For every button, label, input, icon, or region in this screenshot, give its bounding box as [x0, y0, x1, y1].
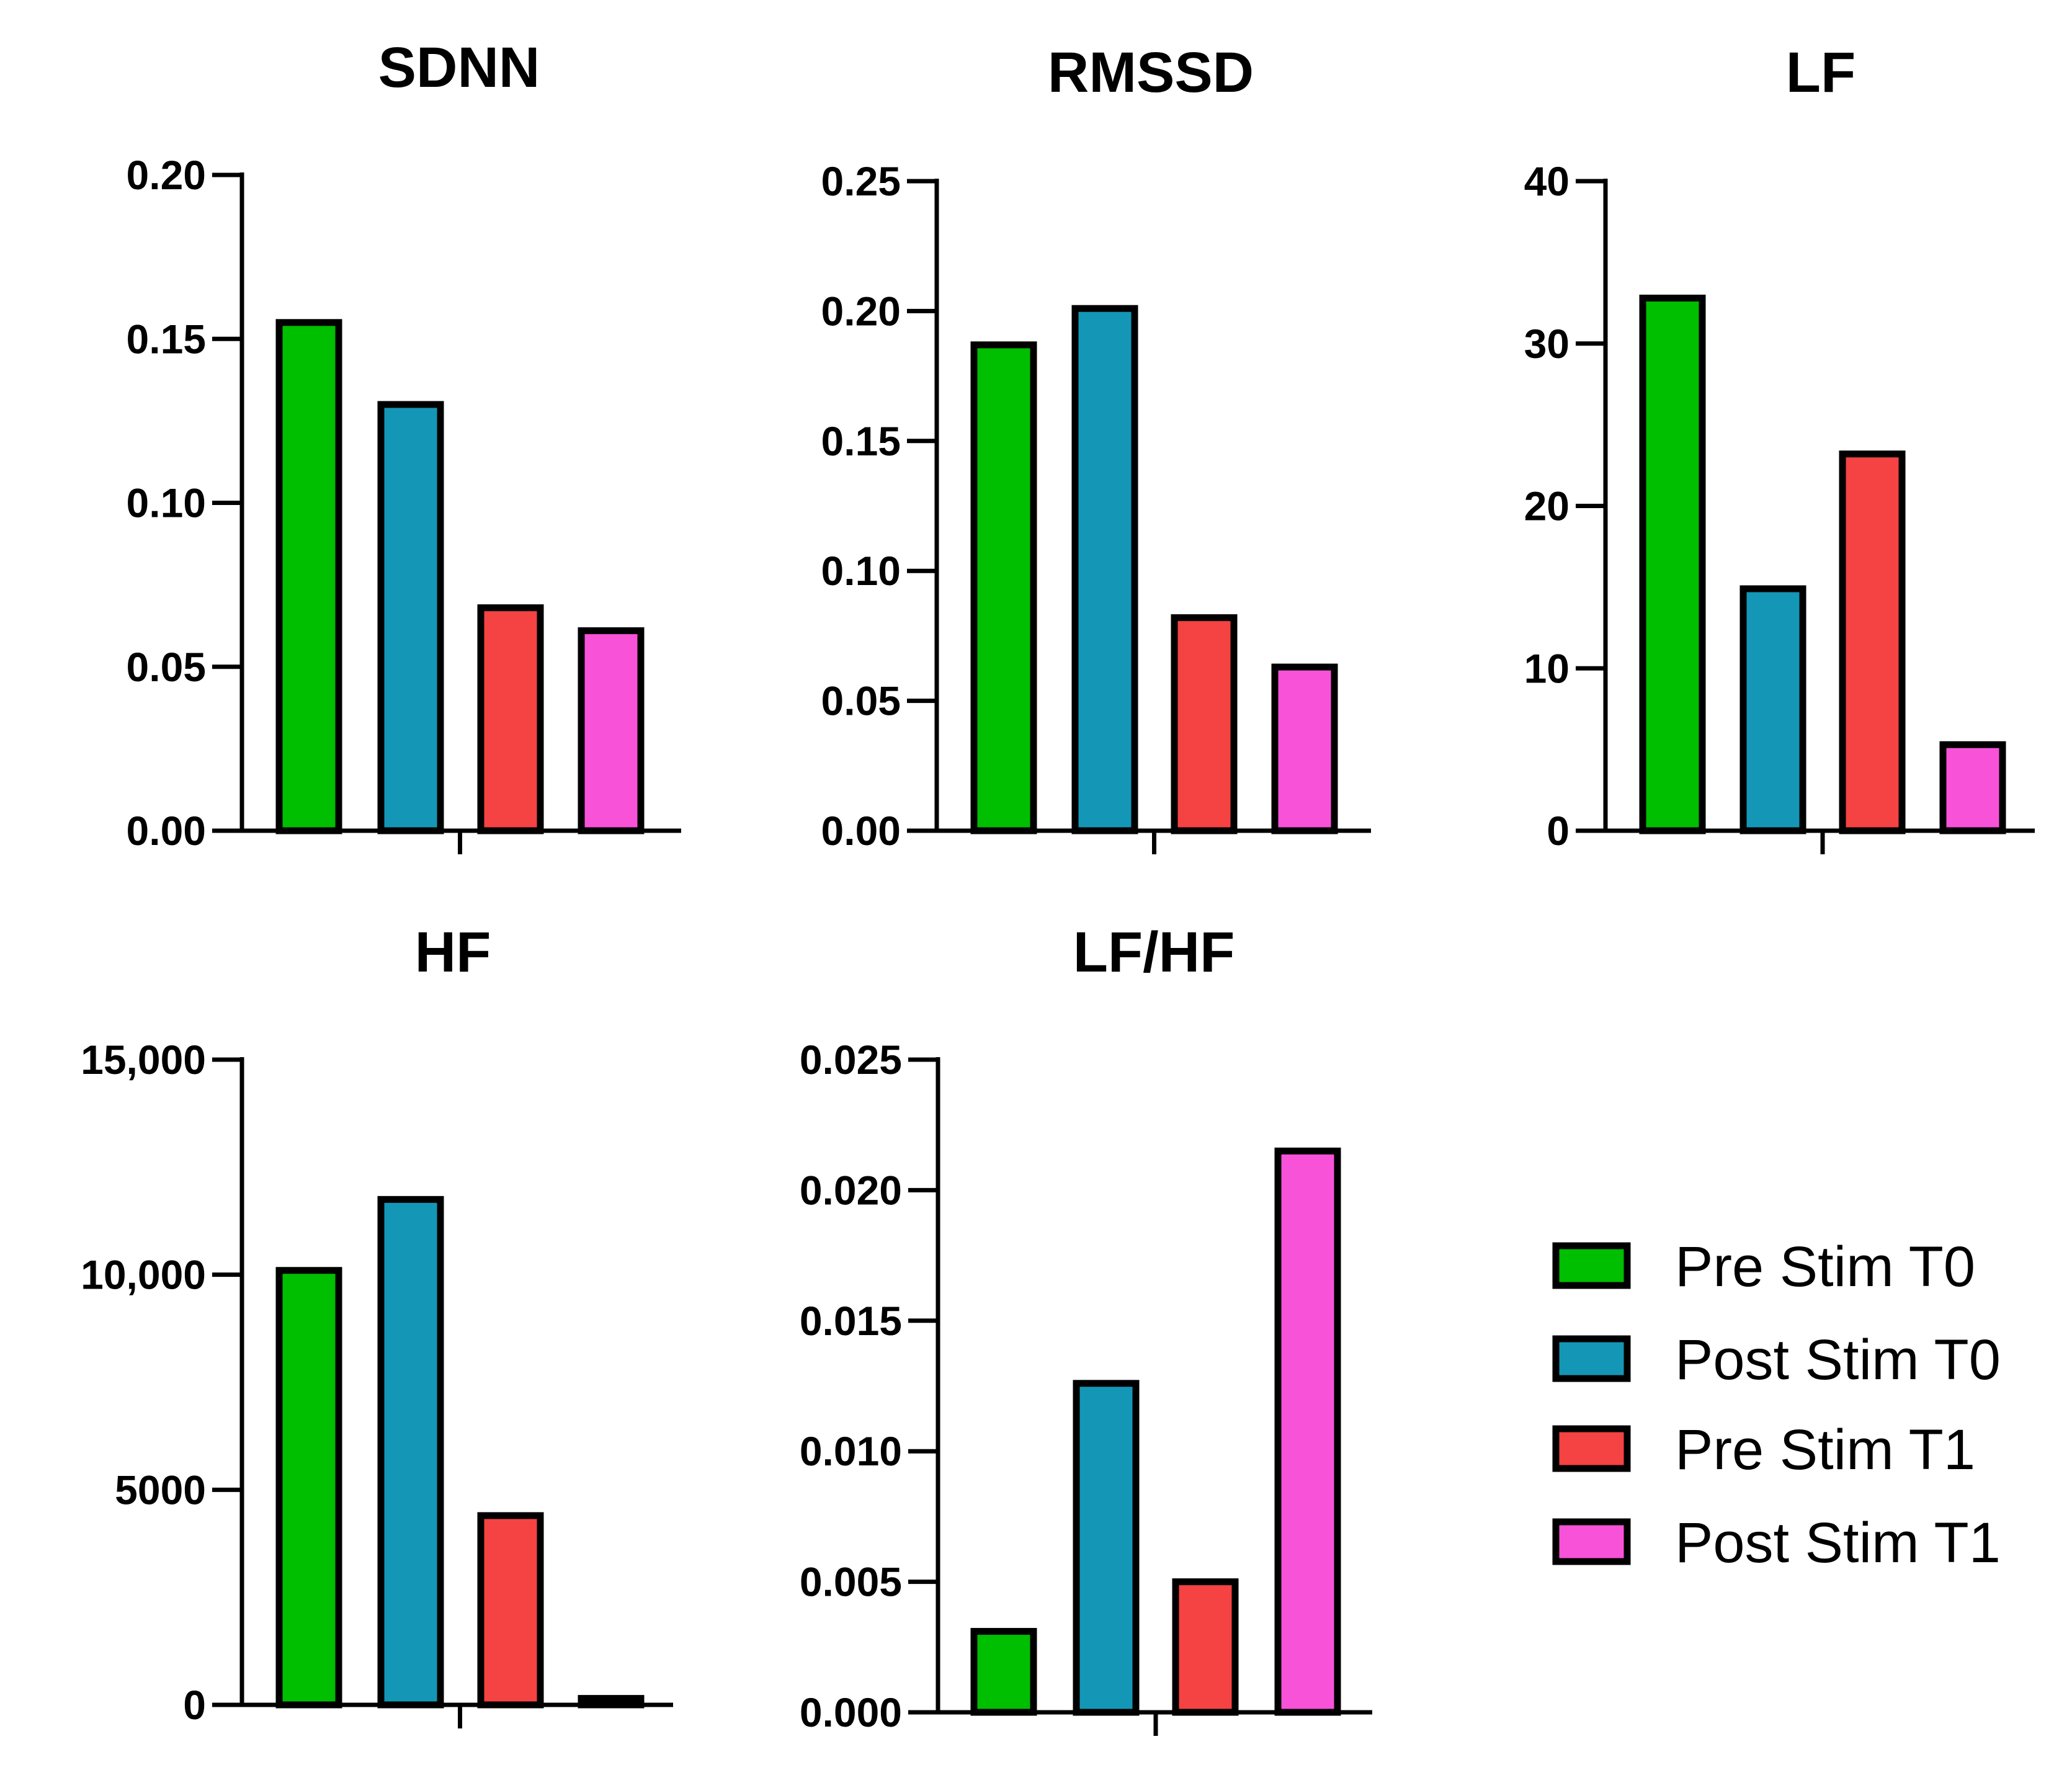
- y-tick-label: 15,000: [81, 1037, 206, 1083]
- y-tick-label: 0: [1547, 808, 1570, 854]
- y-tick-label: 40: [1524, 158, 1570, 204]
- bar-pre-stim-t0: [970, 1628, 1037, 1716]
- y-tick-label: 5000: [115, 1467, 206, 1513]
- bar-pre-stim-t1: [477, 1512, 544, 1709]
- y-tick-label: 0.025: [800, 1037, 902, 1083]
- bar-post-stim-t0: [1073, 1380, 1140, 1716]
- bar-pre-stim-t1: [1171, 614, 1238, 834]
- bar-post-stim-t1: [1274, 1147, 1341, 1716]
- bar-post-stim-t0: [377, 1196, 444, 1709]
- legend-swatch-post-stim-t0: [1552, 1335, 1631, 1382]
- legend-swatch-post-stim-t1: [1552, 1518, 1631, 1565]
- chart-title: LF: [1786, 41, 1855, 104]
- bar-post-stim-t1: [578, 627, 645, 834]
- chart-panel-sdnn: SDNN 0.00 0.05 0.10 0.15 0.20: [127, 36, 681, 854]
- bar-post-stim-t0: [377, 401, 444, 834]
- chart-panel-lf: LF 0 10 20 30 40: [1524, 41, 2035, 854]
- y-tick-label: 10: [1524, 645, 1570, 691]
- bar-pre-stim-t0: [1639, 294, 1706, 834]
- y-tick-label: 20: [1524, 483, 1570, 529]
- y-tick-label: 0.10: [127, 480, 206, 526]
- y-tick-label: 0: [183, 1682, 206, 1728]
- legend: Pre Stim T0 Post Stim T0 Pre Stim T1 Post S…: [1552, 1235, 2001, 1575]
- legend-swatch-pre-stim-t0: [1552, 1242, 1631, 1289]
- chart-panel-rmssd: RMSSD 0.00 0.05 0.10 0.15 0.20 0.25: [821, 41, 1371, 854]
- y-tick-label: 0.20: [821, 288, 901, 334]
- y-tick-label: 0.00: [127, 808, 206, 854]
- y-tick-label: 10,000: [81, 1252, 206, 1298]
- y-tick-label: 0.00: [821, 808, 901, 854]
- chart-title: HF: [415, 921, 491, 984]
- bar-pre-stim-t1: [477, 604, 544, 834]
- y-tick-label: 0.05: [821, 678, 901, 724]
- y-tick-label: 0.05: [127, 644, 206, 690]
- legend-label-post-stim-t0: Post Stim T0: [1675, 1328, 2001, 1392]
- y-tick-label: 0.10: [821, 548, 901, 594]
- bar-post-stim-t0: [1739, 585, 1806, 834]
- legend-label-pre-stim-t0: Pre Stim T0: [1675, 1235, 1975, 1298]
- legend-label-pre-stim-t1: Pre Stim T1: [1675, 1418, 1975, 1482]
- bar-pre-stim-t0: [275, 319, 342, 834]
- y-tick-label: 0.15: [821, 418, 901, 464]
- legend-swatch-pre-stim-t1: [1552, 1425, 1631, 1472]
- chart-panel-lf-hf: LF/HF 0.000 0.005 0.010 0.015 0.020 0.025: [800, 921, 1372, 1736]
- y-tick-label: 0.25: [821, 158, 901, 204]
- bar-post-stim-t0: [1071, 305, 1138, 834]
- y-tick-label: 0.020: [800, 1167, 902, 1213]
- bar-pre-stim-t0: [970, 341, 1037, 834]
- chart-title: RMSSD: [1048, 41, 1254, 104]
- y-tick-label: 0.005: [800, 1559, 902, 1605]
- y-tick-label: 0.20: [127, 152, 206, 198]
- bar-pre-stim-t1: [1839, 450, 1906, 834]
- y-tick-label: 0.015: [800, 1298, 902, 1344]
- chart-panel-hf: HF 0 5000 10,000 15,000: [81, 921, 673, 1728]
- y-tick-label: 0.000: [800, 1689, 902, 1735]
- bar-post-stim-t1: [1939, 741, 2006, 834]
- bar-pre-stim-t0: [275, 1267, 342, 1709]
- chart-title: LF/HF: [1073, 921, 1235, 984]
- y-tick-label: 0.15: [127, 316, 206, 362]
- bar-post-stim-t1: [1271, 663, 1338, 834]
- chart-title: SDNN: [378, 36, 540, 99]
- bar-pre-stim-t1: [1172, 1578, 1239, 1716]
- legend-label-post-stim-t1: Post Stim T1: [1675, 1511, 2001, 1575]
- y-tick-label: 30: [1524, 321, 1570, 367]
- y-tick-label: 0.010: [800, 1428, 902, 1474]
